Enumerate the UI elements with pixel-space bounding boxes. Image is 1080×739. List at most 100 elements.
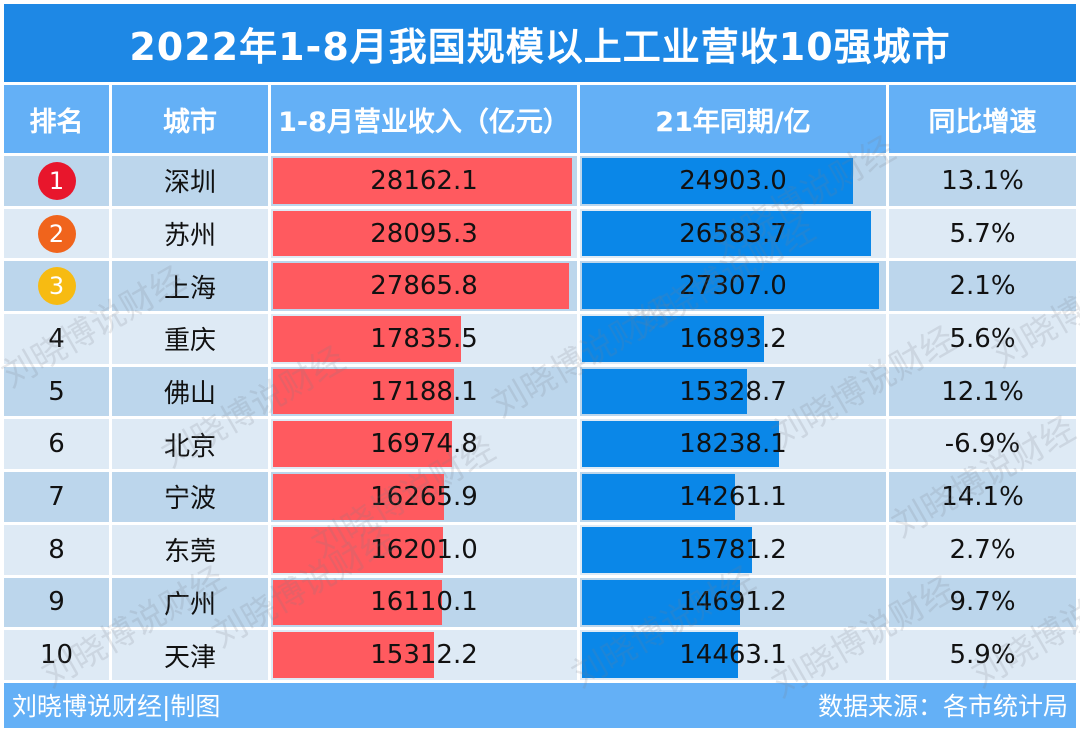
revenue-2022-cell: 27865.8 — [271, 261, 580, 312]
revenue-2021-cell: 15328.7 — [580, 366, 889, 417]
rank-value: 9 — [48, 587, 65, 618]
city-name: 苏州 — [163, 221, 216, 252]
revenue-2021-cell: 24903.0 — [580, 156, 889, 206]
revenue-2022-value: 15312.2 — [370, 640, 478, 671]
growth-value: 13.1% — [941, 165, 1024, 196]
revenue-2022-cell: 28095.3 — [271, 208, 580, 259]
city-cell: 宁波 — [112, 472, 271, 522]
revenue-2022-cell: 15312.2 — [271, 630, 580, 680]
revenue-2021-bar — [582, 158, 853, 204]
footer-source: 数据来源：各市统计局 — [817, 692, 1068, 722]
revenue-2021-cell: 14463.1 — [580, 630, 889, 680]
rank-cell: 3 — [4, 261, 112, 312]
city-cell: 深圳 — [112, 156, 271, 206]
revenue-2021-bar — [582, 368, 748, 415]
revenue-2021-value: 14261.1 — [679, 481, 787, 512]
header-city: 城市 — [112, 85, 271, 153]
rank-value: 7 — [48, 481, 65, 512]
revenue-2022-bar — [273, 632, 434, 678]
city-name: 宁波 — [163, 484, 216, 515]
revenue-2021-bar — [582, 421, 780, 468]
revenue-2021-value: 15328.7 — [679, 376, 787, 407]
rank-cell: 2 — [4, 208, 112, 259]
medal-icon: 2 — [37, 214, 76, 253]
table-body: 1 深圳 28162.1 24903.0 13.1% 2 苏州 28095.3 26583.7 5… — [4, 156, 1076, 680]
city-cell: 广州 — [112, 577, 271, 628]
growth-value: 5.9% — [949, 640, 1016, 671]
revenue-2022-cell: 16265.9 — [271, 472, 580, 522]
revenue-2022-cell: 16201.0 — [271, 524, 580, 575]
table-row: 10 天津 15312.2 14463.1 5.9% — [4, 630, 1076, 680]
growth-value: 2.7% — [949, 534, 1016, 565]
revenue-2022-bar — [273, 579, 443, 626]
revenue-2022-value: 16201.0 — [370, 534, 478, 565]
revenue-2022-value: 16110.1 — [370, 587, 478, 618]
revenue-2022-cell: 17188.1 — [271, 366, 580, 417]
revenue-2022-cell: 17835.5 — [271, 314, 580, 364]
revenue-2022-value: 27865.8 — [370, 271, 478, 302]
revenue-2022-value: 16265.9 — [370, 481, 478, 512]
revenue-2021-value: 27307.0 — [679, 271, 787, 302]
growth-cell: -6.9% — [889, 419, 1076, 470]
page-title: 2022年1-8月我国规模以上工业营收10强城市 — [4, 4, 1076, 82]
revenue-2021-cell: 26583.7 — [580, 208, 889, 259]
rank-cell: 4 — [4, 314, 112, 364]
revenue-2022-cell: 16974.8 — [271, 419, 580, 470]
revenue-2022-bar — [273, 316, 461, 362]
revenue-2022-value: 28162.1 — [370, 165, 478, 196]
growth-cell: 5.9% — [889, 630, 1076, 680]
revenue-2021-value: 16893.2 — [679, 323, 787, 354]
city-cell: 重庆 — [112, 314, 271, 364]
header-growth: 同比增速 — [889, 85, 1076, 153]
revenue-2021-cell: 14261.1 — [580, 472, 889, 522]
growth-cell: 14.1% — [889, 472, 1076, 522]
revenue-2022-bar — [273, 210, 572, 257]
ranking-table: 2022年1-8月我国规模以上工业营收10强城市 排名 城市 1-8月营业收入（… — [4, 4, 1076, 728]
revenue-2021-cell: 15781.2 — [580, 524, 889, 575]
city-name: 深圳 — [163, 168, 216, 199]
rank-cell: 8 — [4, 524, 112, 575]
growth-value: 9.7% — [949, 587, 1016, 618]
growth-cell: 13.1% — [889, 156, 1076, 206]
growth-cell: 2.7% — [889, 524, 1076, 575]
revenue-2021-bar — [582, 316, 765, 362]
table-row: 7 宁波 16265.9 14261.1 14.1% — [4, 472, 1076, 522]
header-rank: 排名 — [4, 85, 112, 153]
revenue-2022-bar — [273, 263, 569, 310]
table-row: 1 深圳 28162.1 24903.0 13.1% — [4, 156, 1076, 206]
revenue-2021-bar — [582, 210, 872, 257]
medal-icon: 1 — [37, 161, 76, 200]
revenue-2021-cell: 18238.1 — [580, 419, 889, 470]
header-revenue-2022: 1-8月营业收入（亿元） — [271, 85, 580, 153]
rank-cell: 7 — [4, 472, 112, 522]
table-row: 2 苏州 28095.3 26583.7 5.7% — [4, 208, 1076, 259]
rank-cell: 10 — [4, 630, 112, 680]
growth-value: -6.9% — [944, 429, 1021, 460]
growth-value: 12.1% — [941, 376, 1024, 407]
city-cell: 上海 — [112, 261, 271, 312]
table-row: 3 上海 27865.8 27307.0 2.1% — [4, 261, 1076, 312]
revenue-2021-bar — [582, 263, 880, 310]
growth-value: 5.7% — [949, 218, 1016, 249]
revenue-2022-value: 28095.3 — [370, 218, 478, 249]
rank-cell: 5 — [4, 366, 112, 417]
city-name: 广州 — [163, 589, 216, 620]
table-row: 6 北京 16974.8 18238.1 -6.9% — [4, 419, 1076, 470]
city-name: 北京 — [163, 431, 216, 462]
city-cell: 苏州 — [112, 208, 271, 259]
revenue-2021-value: 26583.7 — [679, 218, 787, 249]
revenue-2022-bar — [273, 421, 452, 468]
growth-cell: 5.7% — [889, 208, 1076, 259]
medal-icon: 3 — [37, 267, 76, 306]
city-name: 重庆 — [163, 326, 216, 357]
revenue-2022-cell: 28162.1 — [271, 156, 580, 206]
table-row: 9 广州 16110.1 14691.2 9.7% — [4, 577, 1076, 628]
revenue-2021-value: 14463.1 — [679, 640, 787, 671]
revenue-2021-bar — [582, 526, 753, 573]
growth-cell: 9.7% — [889, 577, 1076, 628]
growth-cell: 2.1% — [889, 261, 1076, 312]
revenue-2022-bar — [273, 474, 444, 520]
growth-cell: 12.1% — [889, 366, 1076, 417]
growth-value: 5.6% — [949, 323, 1016, 354]
table-row: 8 东莞 16201.0 15781.2 2.7% — [4, 524, 1076, 575]
